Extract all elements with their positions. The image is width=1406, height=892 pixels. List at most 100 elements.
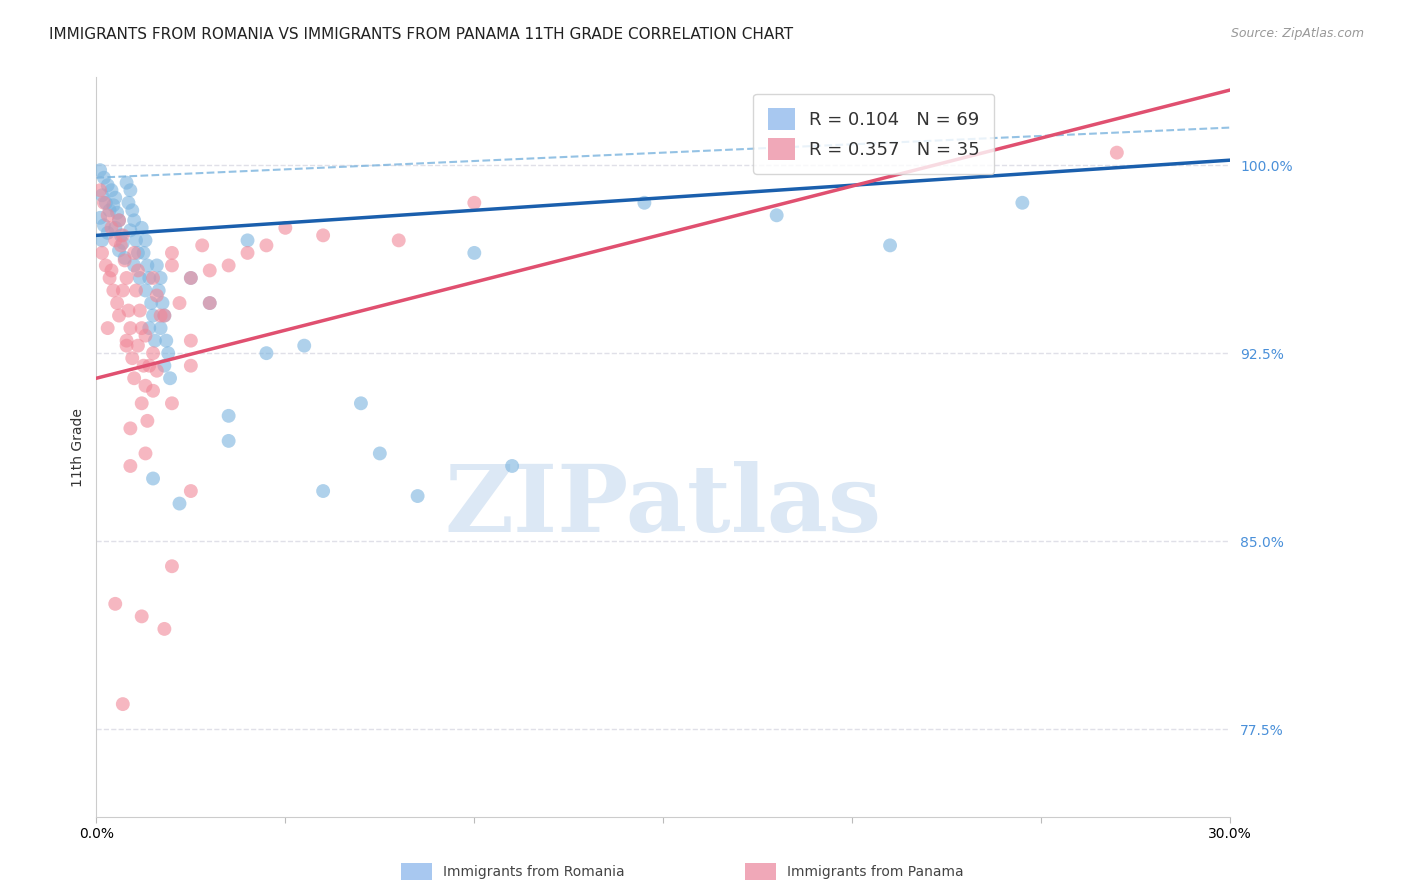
Point: [120, 223, 142, 237]
Point: [131, 321, 153, 335]
Point: [125, 233, 148, 247]
Point: [157, 346, 180, 360]
Point: [134, 446, 156, 460]
Point: [160, 396, 183, 410]
Point: [89, 163, 111, 178]
Point: [111, 235, 134, 250]
Point: [160, 559, 183, 574]
Point: [134, 328, 156, 343]
Point: [127, 246, 149, 260]
Point: [879, 238, 901, 252]
Point: [236, 246, 259, 260]
Point: [274, 220, 297, 235]
Point: [146, 364, 169, 378]
Point: [160, 259, 183, 273]
Point: [1011, 195, 1033, 210]
Point: [125, 284, 148, 298]
Point: [312, 483, 335, 498]
Point: [153, 359, 176, 373]
Point: [148, 284, 170, 298]
Point: [501, 458, 523, 473]
Point: [108, 309, 131, 323]
Point: [105, 296, 128, 310]
Point: [254, 238, 277, 252]
Point: [100, 220, 122, 235]
Point: [105, 206, 128, 220]
Point: [122, 246, 145, 260]
Point: [128, 271, 150, 285]
Point: [180, 271, 202, 285]
Point: [169, 296, 191, 310]
Point: [198, 296, 221, 310]
Legend: R = 0.104   N = 69, R = 0.357   N = 35: R = 0.104 N = 69, R = 0.357 N = 35: [754, 94, 994, 174]
Point: [128, 303, 150, 318]
Point: [117, 195, 139, 210]
Point: [142, 346, 165, 360]
Point: [131, 609, 153, 624]
Text: Immigrants from Romania: Immigrants from Romania: [443, 865, 624, 880]
Point: [180, 271, 202, 285]
Point: [633, 195, 655, 210]
Point: [146, 259, 169, 273]
Point: [142, 309, 165, 323]
Point: [93, 195, 115, 210]
Point: [142, 471, 165, 485]
Point: [136, 259, 159, 273]
Point: [100, 263, 122, 277]
Point: [292, 339, 315, 353]
Point: [115, 176, 138, 190]
Text: Immigrants from Panama: Immigrants from Panama: [787, 865, 965, 880]
Point: [104, 233, 127, 247]
Point: [91, 188, 114, 202]
Point: [97, 226, 120, 240]
Point: [146, 288, 169, 302]
Point: [111, 284, 134, 298]
Point: [121, 351, 143, 366]
Point: [115, 271, 138, 285]
Point: [143, 334, 166, 348]
Point: [122, 213, 145, 227]
Point: [155, 334, 177, 348]
Point: [108, 244, 131, 258]
Point: [98, 203, 121, 218]
Point: [198, 296, 221, 310]
Point: [117, 303, 139, 318]
Point: [138, 321, 160, 335]
Point: [136, 414, 159, 428]
Point: [94, 259, 117, 273]
Point: [98, 271, 121, 285]
Point: [132, 359, 155, 373]
Point: [388, 233, 411, 247]
Point: [312, 228, 335, 243]
Point: [218, 259, 240, 273]
Text: ZIPatlas: ZIPatlas: [444, 461, 882, 551]
Point: [91, 246, 114, 260]
Point: [111, 228, 134, 243]
Point: [368, 446, 391, 460]
Point: [350, 396, 373, 410]
Point: [191, 238, 214, 252]
Point: [149, 271, 172, 285]
Point: [103, 284, 125, 298]
Point: [121, 203, 143, 218]
Point: [132, 246, 155, 260]
Point: [127, 339, 149, 353]
Point: [180, 359, 202, 373]
Point: [153, 309, 176, 323]
Point: [169, 497, 191, 511]
Point: [765, 208, 787, 222]
Text: Source: ZipAtlas.com: Source: ZipAtlas.com: [1230, 27, 1364, 40]
Point: [110, 238, 132, 252]
Point: [89, 183, 111, 197]
Point: [122, 371, 145, 385]
Point: [97, 208, 120, 222]
Point: [1105, 145, 1128, 160]
Point: [236, 233, 259, 247]
Point: [180, 483, 202, 498]
Point: [142, 271, 165, 285]
Point: [134, 233, 156, 247]
Point: [108, 213, 131, 227]
Point: [463, 195, 485, 210]
Point: [159, 371, 181, 385]
Point: [93, 219, 115, 233]
